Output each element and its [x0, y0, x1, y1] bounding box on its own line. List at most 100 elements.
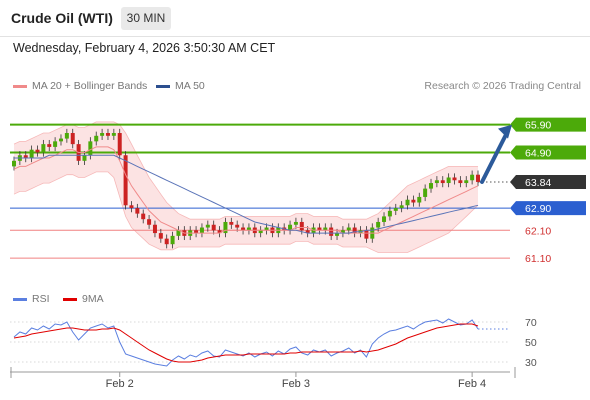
interval-button[interactable]: 30 MIN: [121, 7, 171, 30]
instrument-title: Crude Oil (WTI): [11, 10, 113, 26]
ma50-line: [14, 154, 479, 234]
last-level-tag: [510, 174, 586, 189]
candle-body: [470, 174, 475, 181]
candle-body: [411, 199, 416, 203]
candle-body: [100, 133, 105, 136]
candle-body: [94, 135, 99, 142]
candle-body: [376, 221, 381, 228]
candle-body: [29, 149, 34, 159]
candle-body: [152, 224, 157, 234]
candle-body: [158, 233, 163, 239]
candle-body: [246, 227, 251, 231]
candle-body: [382, 216, 387, 222]
rsi-ma-legend-label: 9MA: [82, 293, 104, 305]
rsi-tick-label: 30: [525, 357, 537, 369]
candle-body: [393, 208, 398, 211]
candle-body: [458, 180, 463, 184]
candle-body: [111, 133, 116, 136]
candle-body: [41, 144, 46, 153]
candle-body: [434, 180, 439, 184]
candle-body: [429, 183, 434, 189]
chart-datetime: Wednesday, February 4, 2026 3:50:30 AM C…: [13, 41, 276, 55]
support-level-label: 62.10: [525, 225, 551, 237]
candle-body: [12, 160, 16, 167]
rsi-legend-swatch: [13, 298, 27, 301]
time-axis-label: Feb 3: [282, 378, 310, 390]
candle-body: [211, 224, 216, 231]
rsi-legend-label: RSI: [32, 293, 50, 305]
candle-body: [82, 155, 87, 161]
candle-body: [35, 149, 40, 153]
candle-body: [135, 208, 140, 214]
candle-body: [217, 230, 222, 234]
candle-body: [405, 199, 410, 206]
bollinger-band-area: [14, 121, 478, 253]
time-axis-label: Feb 2: [106, 378, 134, 390]
candle-body: [323, 227, 328, 231]
candle-body: [229, 221, 234, 225]
candle-body: [199, 227, 204, 234]
candle-body: [170, 235, 175, 245]
candle-body: [305, 230, 310, 234]
candle-body: [53, 141, 58, 147]
rsi-tick-label: 70: [525, 317, 537, 329]
ma50-legend-swatch: [156, 85, 170, 88]
candle-body: [476, 174, 480, 182]
candle-body: [329, 227, 334, 236]
candle-body: [288, 224, 293, 231]
support-level-label: 61.10: [525, 253, 551, 265]
pivot-level-tag: [510, 201, 586, 216]
candle-body: [299, 221, 304, 231]
candle-body: [264, 227, 269, 231]
ma20-line: [13, 146, 479, 234]
candle-body: [387, 210, 392, 217]
candle-body: [258, 230, 263, 234]
resistance-level-tag: [510, 145, 586, 160]
resistance-level-tag: [510, 117, 586, 132]
candle-body: [423, 188, 428, 197]
candle-body: [223, 221, 228, 234]
candle-body: [147, 219, 152, 225]
candle-body: [317, 227, 322, 231]
candle-body: [452, 177, 457, 181]
candle-body: [446, 177, 451, 184]
candle-body: [70, 133, 75, 145]
candle-body: [464, 180, 469, 184]
candle-body: [129, 205, 134, 209]
candle-body: [440, 180, 445, 184]
forecast-arrow-head: [498, 124, 512, 139]
candle-body: [88, 141, 93, 156]
candle-body: [64, 133, 69, 139]
time-axis-label: Feb 4: [458, 378, 486, 390]
candle-body: [364, 230, 369, 239]
candle-body: [164, 238, 169, 245]
chart-header: Crude Oil (WTI) 30 MIN: [0, 0, 590, 37]
candle-body: [346, 227, 351, 231]
resistance-level-label: 65.90: [525, 120, 551, 132]
candle-body: [293, 221, 298, 225]
candle-body: [335, 233, 340, 236]
candle-body: [235, 224, 240, 228]
candle-body: [141, 213, 146, 220]
candle-body: [194, 230, 199, 234]
ma20-legend-label: MA 20 + Bollinger Bands: [32, 80, 148, 92]
candle-body: [340, 230, 345, 234]
copyright-text: Research © 2026 Trading Central: [424, 80, 581, 92]
rsi-ma-line: [13, 323, 479, 363]
ma20-legend-swatch: [13, 85, 27, 88]
forecast-arrow-shaft: [480, 128, 510, 184]
candle-body: [399, 205, 404, 209]
rsi-tick-label: 50: [525, 337, 537, 349]
rsi-ma-legend-swatch: [63, 298, 77, 301]
candle-body: [117, 133, 122, 156]
candle-body: [176, 230, 181, 236]
ma50-legend-label: MA 50: [175, 80, 205, 92]
candle-body: [352, 227, 357, 234]
resistance-level-label: 64.90: [525, 147, 551, 159]
last-level-label: 63.84: [525, 177, 551, 189]
candle-body: [417, 196, 422, 203]
candle-body: [105, 133, 110, 136]
bb-lower-line: [13, 171, 479, 253]
candle-body: [23, 155, 28, 159]
